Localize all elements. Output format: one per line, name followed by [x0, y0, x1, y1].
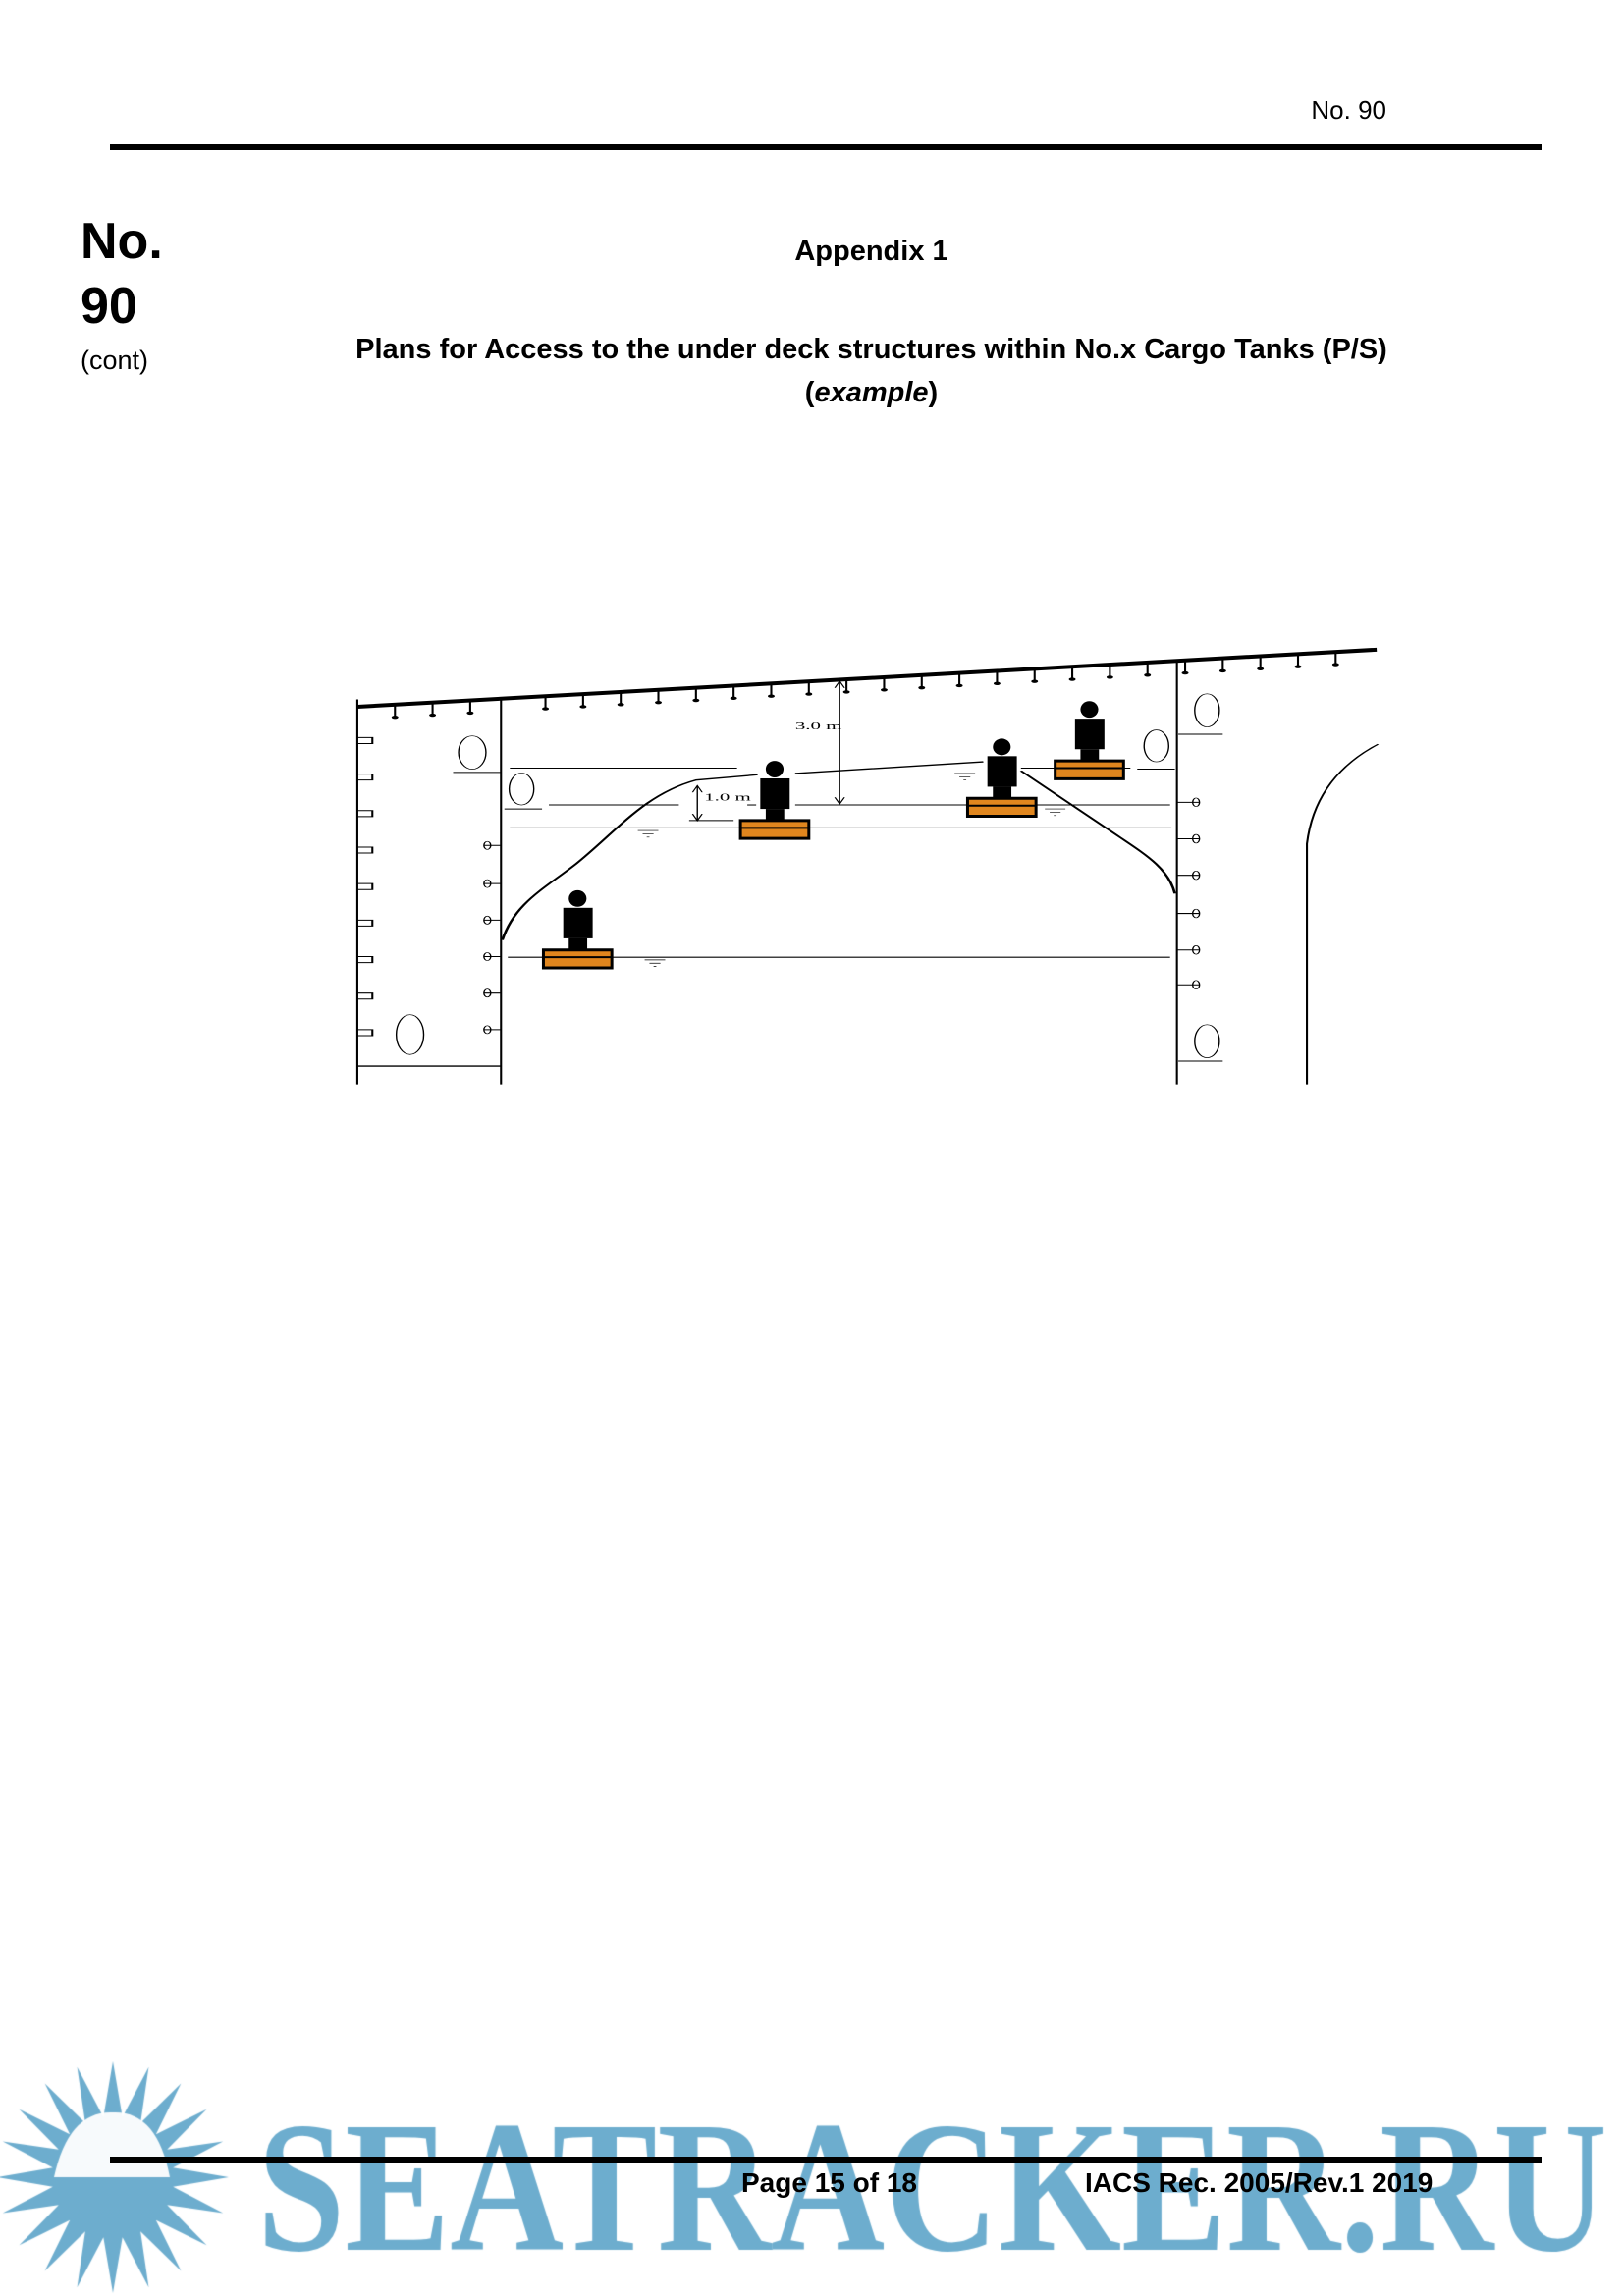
right-wall-stiffener-flange [1191, 980, 1201, 989]
person-legs [568, 937, 588, 950]
inner-wall-stiffener-flange [483, 988, 492, 998]
far-right-curve [1306, 743, 1380, 1085]
side-number-line1: No. [81, 213, 163, 270]
footer-rule [110, 2157, 1542, 2163]
page-subtitle: (example) [295, 377, 1448, 409]
water-level-symbols [637, 773, 1066, 967]
deck-line [357, 650, 1377, 707]
subtitle-italic: example [814, 377, 929, 408]
right-wall-stiffener-flange [1191, 833, 1201, 844]
inner-wall-stiffener-flange [483, 952, 492, 961]
outer-wall-stiffener [356, 882, 374, 890]
person-body [563, 907, 593, 938]
outer-wall-stiffener [356, 846, 374, 854]
deck-stiffener-flange [1031, 679, 1039, 683]
person-legs [765, 809, 785, 821]
document-number: No. 90 [1311, 95, 1386, 125]
platform [543, 950, 612, 968]
person-head [568, 889, 587, 907]
side-number-line2: 90 [81, 278, 137, 335]
dimension-1m [691, 784, 703, 822]
deck-stiffener-flange [466, 711, 474, 716]
platform [1056, 761, 1124, 778]
right-wall-stiffener-flange [1191, 870, 1201, 881]
person-body [1074, 719, 1105, 750]
outer-wall-stiffener [356, 992, 374, 1000]
subtitle-open: ( [804, 377, 815, 408]
outer-wall-stiffener [356, 736, 374, 744]
person-body [760, 777, 790, 810]
deck-stiffener-flange [768, 694, 775, 698]
deck-stiffener-flange [1181, 670, 1189, 675]
deck-stiffener-flange [655, 700, 662, 705]
deck-stiffener-flange [692, 698, 700, 703]
side-cont-label: (cont) [81, 346, 149, 375]
manhole-platforms [453, 733, 1223, 1062]
deck-stiffener-flange [805, 692, 813, 696]
deck-stiffener-flange [730, 696, 737, 701]
inner-wall-stiffener-flange [483, 915, 492, 925]
person-body [987, 756, 1017, 787]
manholes [395, 693, 1220, 1058]
person-head [1080, 701, 1099, 719]
subtitle-close: ) [928, 377, 939, 408]
side-stiffeners [356, 736, 1201, 1037]
document-reference: IACS Rec. 2005/Rev.1 2019 [1085, 2167, 1434, 2198]
deck-stiffener-flange [993, 681, 1001, 686]
person-on-platform [1056, 701, 1124, 778]
deck-stiffener-flange [579, 705, 587, 709]
appendix-heading: Appendix 1 [794, 236, 948, 267]
deck-stiffener-flange [542, 707, 550, 711]
right-wall-stiffener-flange [1191, 797, 1201, 808]
right-wall-stiffener-flange [1191, 908, 1201, 919]
deck-stiffener-flange [1331, 663, 1339, 667]
person-on-platform [543, 889, 612, 968]
deck-stiffener-flange [1257, 667, 1265, 670]
access-route-line [501, 761, 1176, 940]
deck-stiffener-flange [880, 688, 888, 692]
deck-stiffener-flange [1218, 668, 1226, 673]
deck-stiffener-flange [1294, 665, 1302, 668]
platform [967, 798, 1036, 816]
outer-wall-stiffener [356, 810, 374, 818]
platform [740, 821, 809, 838]
page-title: Plans for Access to the under deck struc… [355, 334, 1387, 365]
page-number: Page 15 of 18 [741, 2167, 917, 2198]
deck-stiffener-flange [429, 713, 437, 718]
deck-stiffeners [391, 652, 1339, 720]
dimension-3m [834, 679, 845, 806]
header-rule [110, 144, 1542, 150]
access-plan-diagram: 3.0 m 1.0 m [355, 638, 1380, 1085]
watermark-logo [0, 2061, 1624, 2296]
deck-stiffener-flange [391, 715, 399, 720]
right-wall-stiffener-flange [1191, 945, 1201, 955]
persons [543, 701, 1123, 968]
deck-stiffener-flange [1144, 673, 1152, 677]
outer-wall-stiffener [356, 1029, 374, 1037]
outer-wall-stiffener [356, 956, 374, 964]
deck-stiffener-flange [955, 683, 963, 688]
deck-stiffener-flange [1068, 677, 1076, 681]
deck-stiffener-flange [918, 685, 926, 690]
deck-stiffener-flange [1106, 675, 1113, 679]
person-on-platform [967, 738, 1036, 816]
person-legs [993, 786, 1012, 799]
deck-stiffener-flange [842, 690, 850, 694]
person-head [993, 738, 1011, 756]
inner-wall-stiffener-flange [483, 1025, 492, 1035]
dimension-3m-label: 3.0 m [795, 721, 842, 732]
outer-wall-stiffener [356, 919, 374, 927]
person-head [765, 761, 785, 777]
person-legs [1080, 749, 1100, 762]
person-on-platform [740, 761, 809, 838]
inner-wall-stiffener-flange [483, 879, 492, 888]
deck-stiffener-flange [617, 703, 624, 707]
dimension-1m-label: 1.0 m [704, 791, 751, 803]
outer-wall-stiffener [356, 774, 374, 781]
inner-wall-stiffener-flange [483, 840, 492, 850]
